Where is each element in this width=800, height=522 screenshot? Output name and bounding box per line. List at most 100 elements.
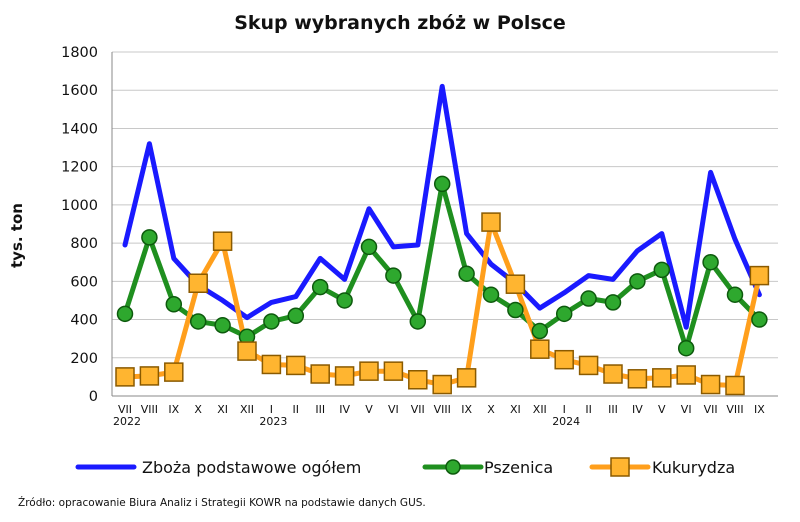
point-kukurydza [408, 370, 428, 390]
x-tick-label: VI [681, 403, 692, 416]
point-kukurydza [554, 349, 574, 370]
x-tick-label: IV [632, 403, 643, 416]
point-kukurydza [456, 368, 477, 388]
legend-marker-circle [445, 459, 461, 475]
point-kukurydza [432, 374, 452, 395]
point-pszenica [263, 313, 280, 330]
x-tick-label: I [270, 403, 273, 416]
point-pszenica [604, 294, 622, 311]
y-tick-label: 400 [70, 313, 98, 329]
point-kukurydza [481, 212, 501, 232]
legend-label: Zboża podstawowe ogółem [142, 458, 361, 477]
point-pszenica [214, 317, 231, 334]
x-tick-label: II [293, 403, 300, 416]
point-kukurydza [310, 364, 330, 384]
x-tick-label: IX [461, 403, 472, 416]
x-tick-label: XI [217, 403, 228, 416]
point-kukurydza [749, 265, 770, 286]
x-tick-label: VII [411, 403, 425, 416]
point-kukurydza [505, 274, 526, 294]
point-pszenica [482, 286, 500, 303]
point-kukurydza [164, 362, 184, 382]
x-tick-label: VI [388, 403, 399, 416]
point-pszenica [677, 339, 695, 357]
x-tick-label: III [315, 403, 325, 416]
point-kukurydza [627, 369, 648, 389]
point-kukurydza [383, 361, 404, 381]
point-kukurydza [115, 367, 135, 387]
point-kukurydza [578, 355, 599, 376]
x-tick-label: X [487, 403, 495, 416]
point-kukurydza [359, 361, 379, 381]
point-pszenica [311, 278, 329, 296]
y-tick-label: 1200 [61, 160, 98, 176]
point-kukurydza [188, 273, 208, 293]
legend-label: Pszenica [484, 458, 553, 477]
point-pszenica [629, 273, 646, 290]
source-note: Źródło: opracowanie Biura Analiz i Strat… [18, 497, 426, 509]
point-pszenica [116, 305, 134, 323]
x-tick-label: IX [754, 403, 765, 416]
x-tick-label: VIII [726, 403, 743, 416]
point-pszenica [360, 238, 378, 256]
y-tick-label: 600 [70, 274, 98, 290]
point-kukurydza [139, 366, 160, 386]
x-tick-label: IV [339, 403, 350, 416]
point-pszenica [555, 305, 573, 323]
point-pszenica [580, 290, 597, 307]
y-tick-label: 1000 [61, 198, 98, 214]
point-pszenica [507, 301, 524, 319]
point-kukurydza [212, 231, 233, 251]
chart-title: Skup wybranych zbóż w Polsce [234, 12, 566, 34]
y-tick-label: 1600 [61, 83, 98, 99]
x-tick-label: I [563, 403, 566, 416]
x-tick-label: VIII [141, 403, 158, 416]
x-tick-label: II [585, 403, 592, 416]
point-kukurydza [676, 365, 696, 385]
x-tick-label: XII [240, 403, 254, 416]
point-pszenica [751, 311, 768, 328]
point-kukurydza [603, 364, 623, 384]
y-tick-label: 1800 [61, 45, 98, 61]
y-tick-label: 1400 [61, 121, 98, 137]
legend-marker-square [610, 457, 630, 477]
point-kukurydza [286, 355, 306, 376]
x-tick-label: XI [510, 403, 521, 416]
point-pszenica [385, 267, 402, 284]
y-tick-label: 200 [70, 351, 98, 367]
point-pszenica [141, 229, 158, 246]
x-tick-label: X [194, 403, 202, 416]
point-kukurydza [261, 354, 282, 375]
point-pszenica [726, 286, 744, 303]
y-tick-label: 0 [89, 389, 98, 405]
point-pszenica [531, 322, 549, 340]
year-label: 2022 [113, 415, 141, 428]
x-tick-label: III [608, 403, 618, 416]
point-pszenica [336, 292, 353, 309]
point-pszenica [287, 307, 305, 324]
x-tick-label: V [658, 403, 666, 416]
point-kukurydza [652, 368, 672, 388]
x-tick-label: XII [533, 403, 547, 416]
legend-label: Kukurydza [652, 458, 735, 477]
point-pszenica [165, 296, 183, 313]
year-label: 2024 [552, 415, 580, 428]
y-tick-label: 800 [70, 236, 98, 252]
x-tick-label: VIII [434, 403, 451, 416]
point-pszenica [653, 261, 671, 279]
year-label: 2023 [259, 415, 287, 428]
x-tick-label: V [365, 403, 373, 416]
x-tick-label: VII [118, 403, 132, 416]
x-tick-label: IX [168, 403, 179, 416]
point-kukurydza [530, 339, 550, 359]
series-line-1 [122, 83, 762, 330]
point-pszenica [189, 313, 207, 330]
point-pszenica [702, 253, 719, 271]
point-pszenica [433, 175, 451, 193]
point-pszenica [409, 313, 427, 330]
point-pszenica [458, 265, 475, 282]
x-tick-label: VII [704, 403, 718, 416]
point-kukurydza [700, 374, 721, 395]
point-kukurydza [725, 375, 745, 396]
